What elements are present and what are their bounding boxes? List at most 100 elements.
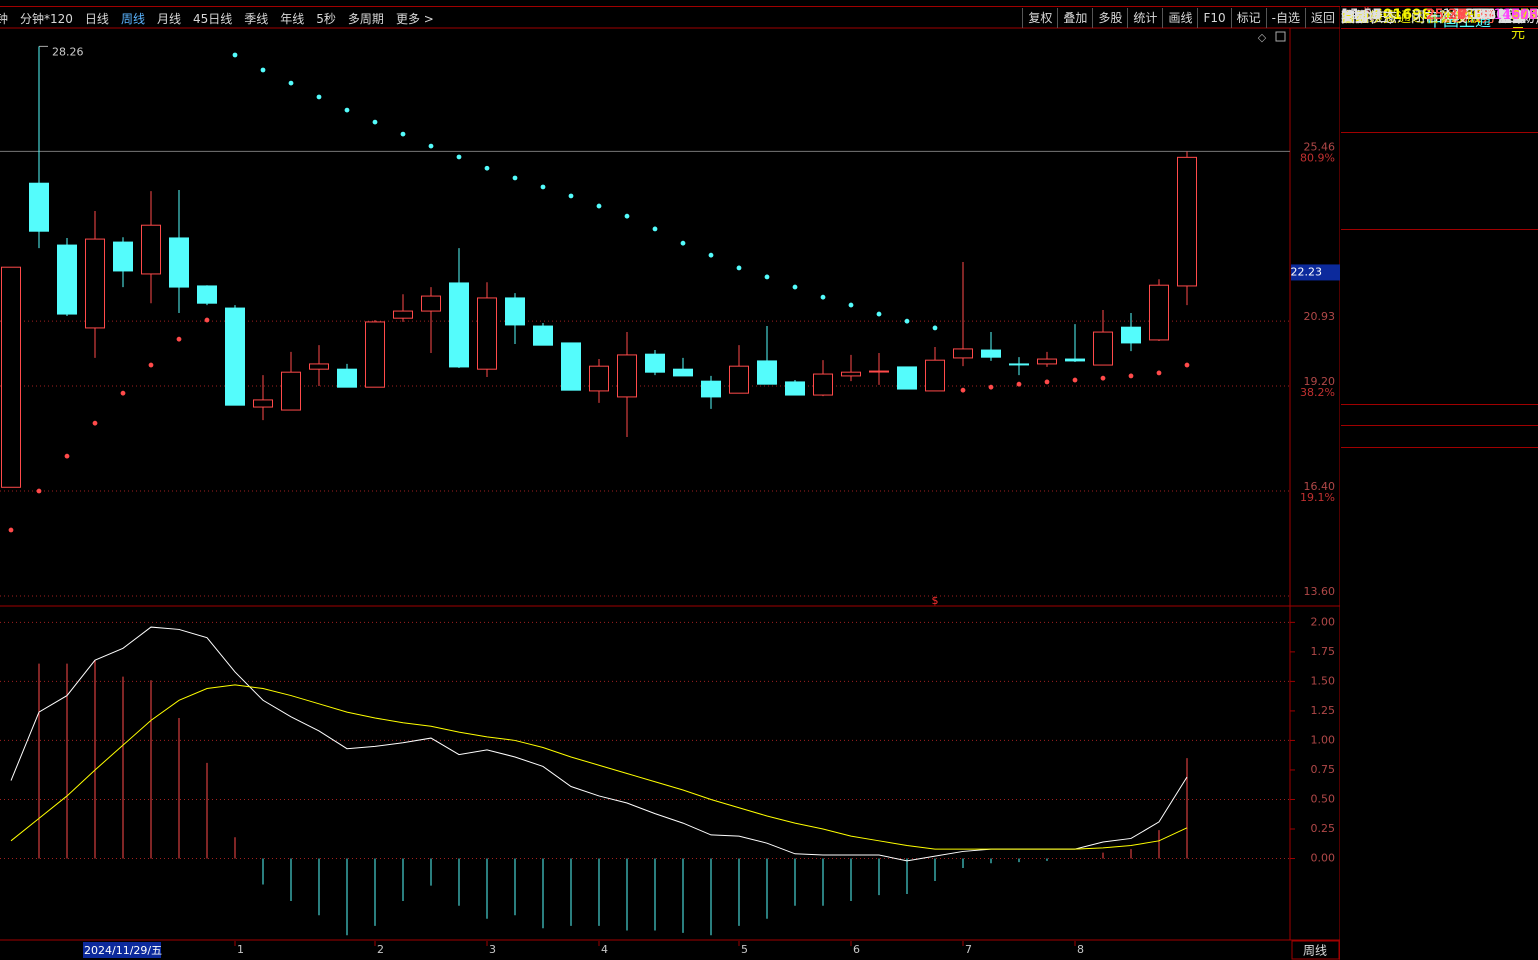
sar-dot [8, 527, 14, 533]
candle-body [113, 241, 133, 272]
trade-price: 25.29 [1425, 7, 1466, 23]
book-price: 25.25 [1453, 7, 1494, 23]
sar-dot [792, 284, 798, 290]
trade-volume: 235 [1511, 7, 1538, 23]
candle-body [309, 363, 329, 370]
book-label: 卖四 [1341, 10, 1369, 26]
pct-label: 80.9% [1300, 151, 1335, 164]
period-tab[interactable]: 多周期 [347, 11, 384, 26]
x-tick-label: 8 [1077, 943, 1084, 956]
trade-time: 14:56 [1341, 7, 1382, 23]
trade-volume: 587 [1511, 7, 1538, 23]
tool-button[interactable]: 标记 [1230, 8, 1266, 28]
candle-body [785, 381, 805, 396]
tool-button[interactable]: 返回 [1304, 8, 1340, 28]
ad-text: 自动续费通达信普及版 [1341, 10, 1481, 26]
sar-dot [428, 143, 434, 149]
period-tab[interactable]: 钟 [0, 10, 8, 27]
sar-dot [764, 274, 770, 280]
sar-dot [512, 175, 518, 181]
tool-button[interactable]: 画线 [1162, 8, 1197, 28]
trade-time: 14:56 [1341, 7, 1382, 23]
sar-dot [456, 154, 462, 160]
y-tick-label: 1.00 [1311, 733, 1336, 746]
tool-buttons: 复权 叠加 多股 统计 画线 F10 标记 -自选 返回 [1022, 8, 1340, 28]
tool-button[interactable]: 多股 [1092, 8, 1127, 28]
sar-dot [204, 317, 210, 323]
trade-volume: 993 [1511, 7, 1538, 23]
trade-price: 25.24 [1425, 7, 1466, 23]
field-label: 量比 [1498, 10, 1526, 26]
tool-button[interactable]: 统计 [1127, 8, 1162, 28]
tool-button[interactable]: 复权 [1022, 8, 1057, 28]
trade-price: 25.25 [1425, 7, 1466, 23]
trade-volume: 425 [1511, 7, 1538, 23]
trade-time: 14:55 [1341, 7, 1382, 23]
sar-dot [960, 387, 966, 393]
field-label: 最高 [1498, 10, 1526, 26]
tool-button[interactable]: 叠加 [1057, 8, 1092, 28]
period-tab[interactable]: 分钟*120 [20, 11, 73, 26]
ad-price: 30元 [1511, 7, 1529, 42]
trade-volume: 643 [1511, 7, 1538, 23]
trade-time: 14:56 [1341, 7, 1382, 23]
trade-time: 14:55 [1341, 7, 1382, 23]
candle-body [589, 365, 609, 392]
separator [1341, 425, 1538, 426]
candle-body [477, 297, 497, 370]
x-tick-label: 1 [237, 943, 244, 956]
book-label: 卖一 [1341, 10, 1369, 26]
trade-volume: 369 [1511, 7, 1538, 23]
pct-label: 19.1% [1300, 491, 1335, 504]
y-tick-label: 0.25 [1311, 822, 1336, 835]
trade-time: 14:55 [1341, 7, 1382, 23]
period-tab[interactable]: 日线 [84, 11, 109, 26]
trade-volume: 403 [1511, 7, 1538, 23]
period-tab[interactable]: 周线 [120, 11, 145, 26]
sar-dot [736, 265, 742, 271]
y-tick-label: 16.40 [1304, 480, 1336, 493]
candle-body [869, 370, 889, 373]
icon[interactable]: ◇ [1258, 31, 1267, 44]
y-tick-label: 1.25 [1311, 704, 1336, 717]
candle-body [141, 224, 161, 275]
separator [1341, 447, 1538, 448]
field-label: 换手 [1341, 10, 1369, 26]
y-tick-label: 1.50 [1311, 674, 1336, 687]
trade-time: 14:56 [1341, 7, 1382, 23]
field-label: 总额 [1498, 10, 1526, 26]
field-label: 流通 [1498, 10, 1526, 26]
tool-button[interactable]: -自选 [1265, 8, 1305, 28]
field-label: 外盘 [1341, 10, 1369, 26]
field-value: 2.05 [1464, 7, 1496, 23]
trade-volume: 270 [1511, 7, 1538, 23]
sar-dot [176, 336, 182, 342]
trade-volume: 297 [1511, 7, 1538, 23]
icon[interactable] [1275, 31, 1286, 42]
tool-button[interactable]: F10 [1197, 8, 1230, 28]
candle-body [981, 349, 1001, 358]
field-value: 3.73 [1464, 7, 1496, 23]
period-tab[interactable]: 季线 [244, 11, 269, 26]
field-label: 内盘 [1498, 10, 1526, 26]
period-tab[interactable]: 5秒 [316, 11, 336, 26]
period-tab[interactable]: 45日线 [192, 11, 233, 26]
candle-body [925, 359, 945, 392]
sar-dot [848, 302, 854, 308]
trade-volume: 1158 [1502, 7, 1538, 23]
sar-dot [652, 226, 658, 232]
field-label: 涨幅 [1341, 10, 1369, 26]
trade-time: 14:56 [1341, 7, 1382, 23]
period-tab[interactable]: 月线 [156, 11, 181, 26]
sar-dot [1184, 362, 1190, 368]
field-label: 涨跌 [1341, 10, 1369, 26]
trade-price: 25.26 [1425, 7, 1466, 23]
y-tick-label: 2.00 [1311, 615, 1336, 628]
trade-price: 25.26 [1425, 7, 1466, 23]
trade-price: 25.24 [1425, 7, 1466, 23]
trade-price: 25.25 [1425, 7, 1466, 23]
period-tab[interactable]: 更多 > [395, 11, 434, 26]
book-label: 卖五 [1341, 10, 1369, 26]
trade-price: 25.29 [1425, 7, 1466, 23]
period-tab[interactable]: 年线 [280, 11, 305, 26]
